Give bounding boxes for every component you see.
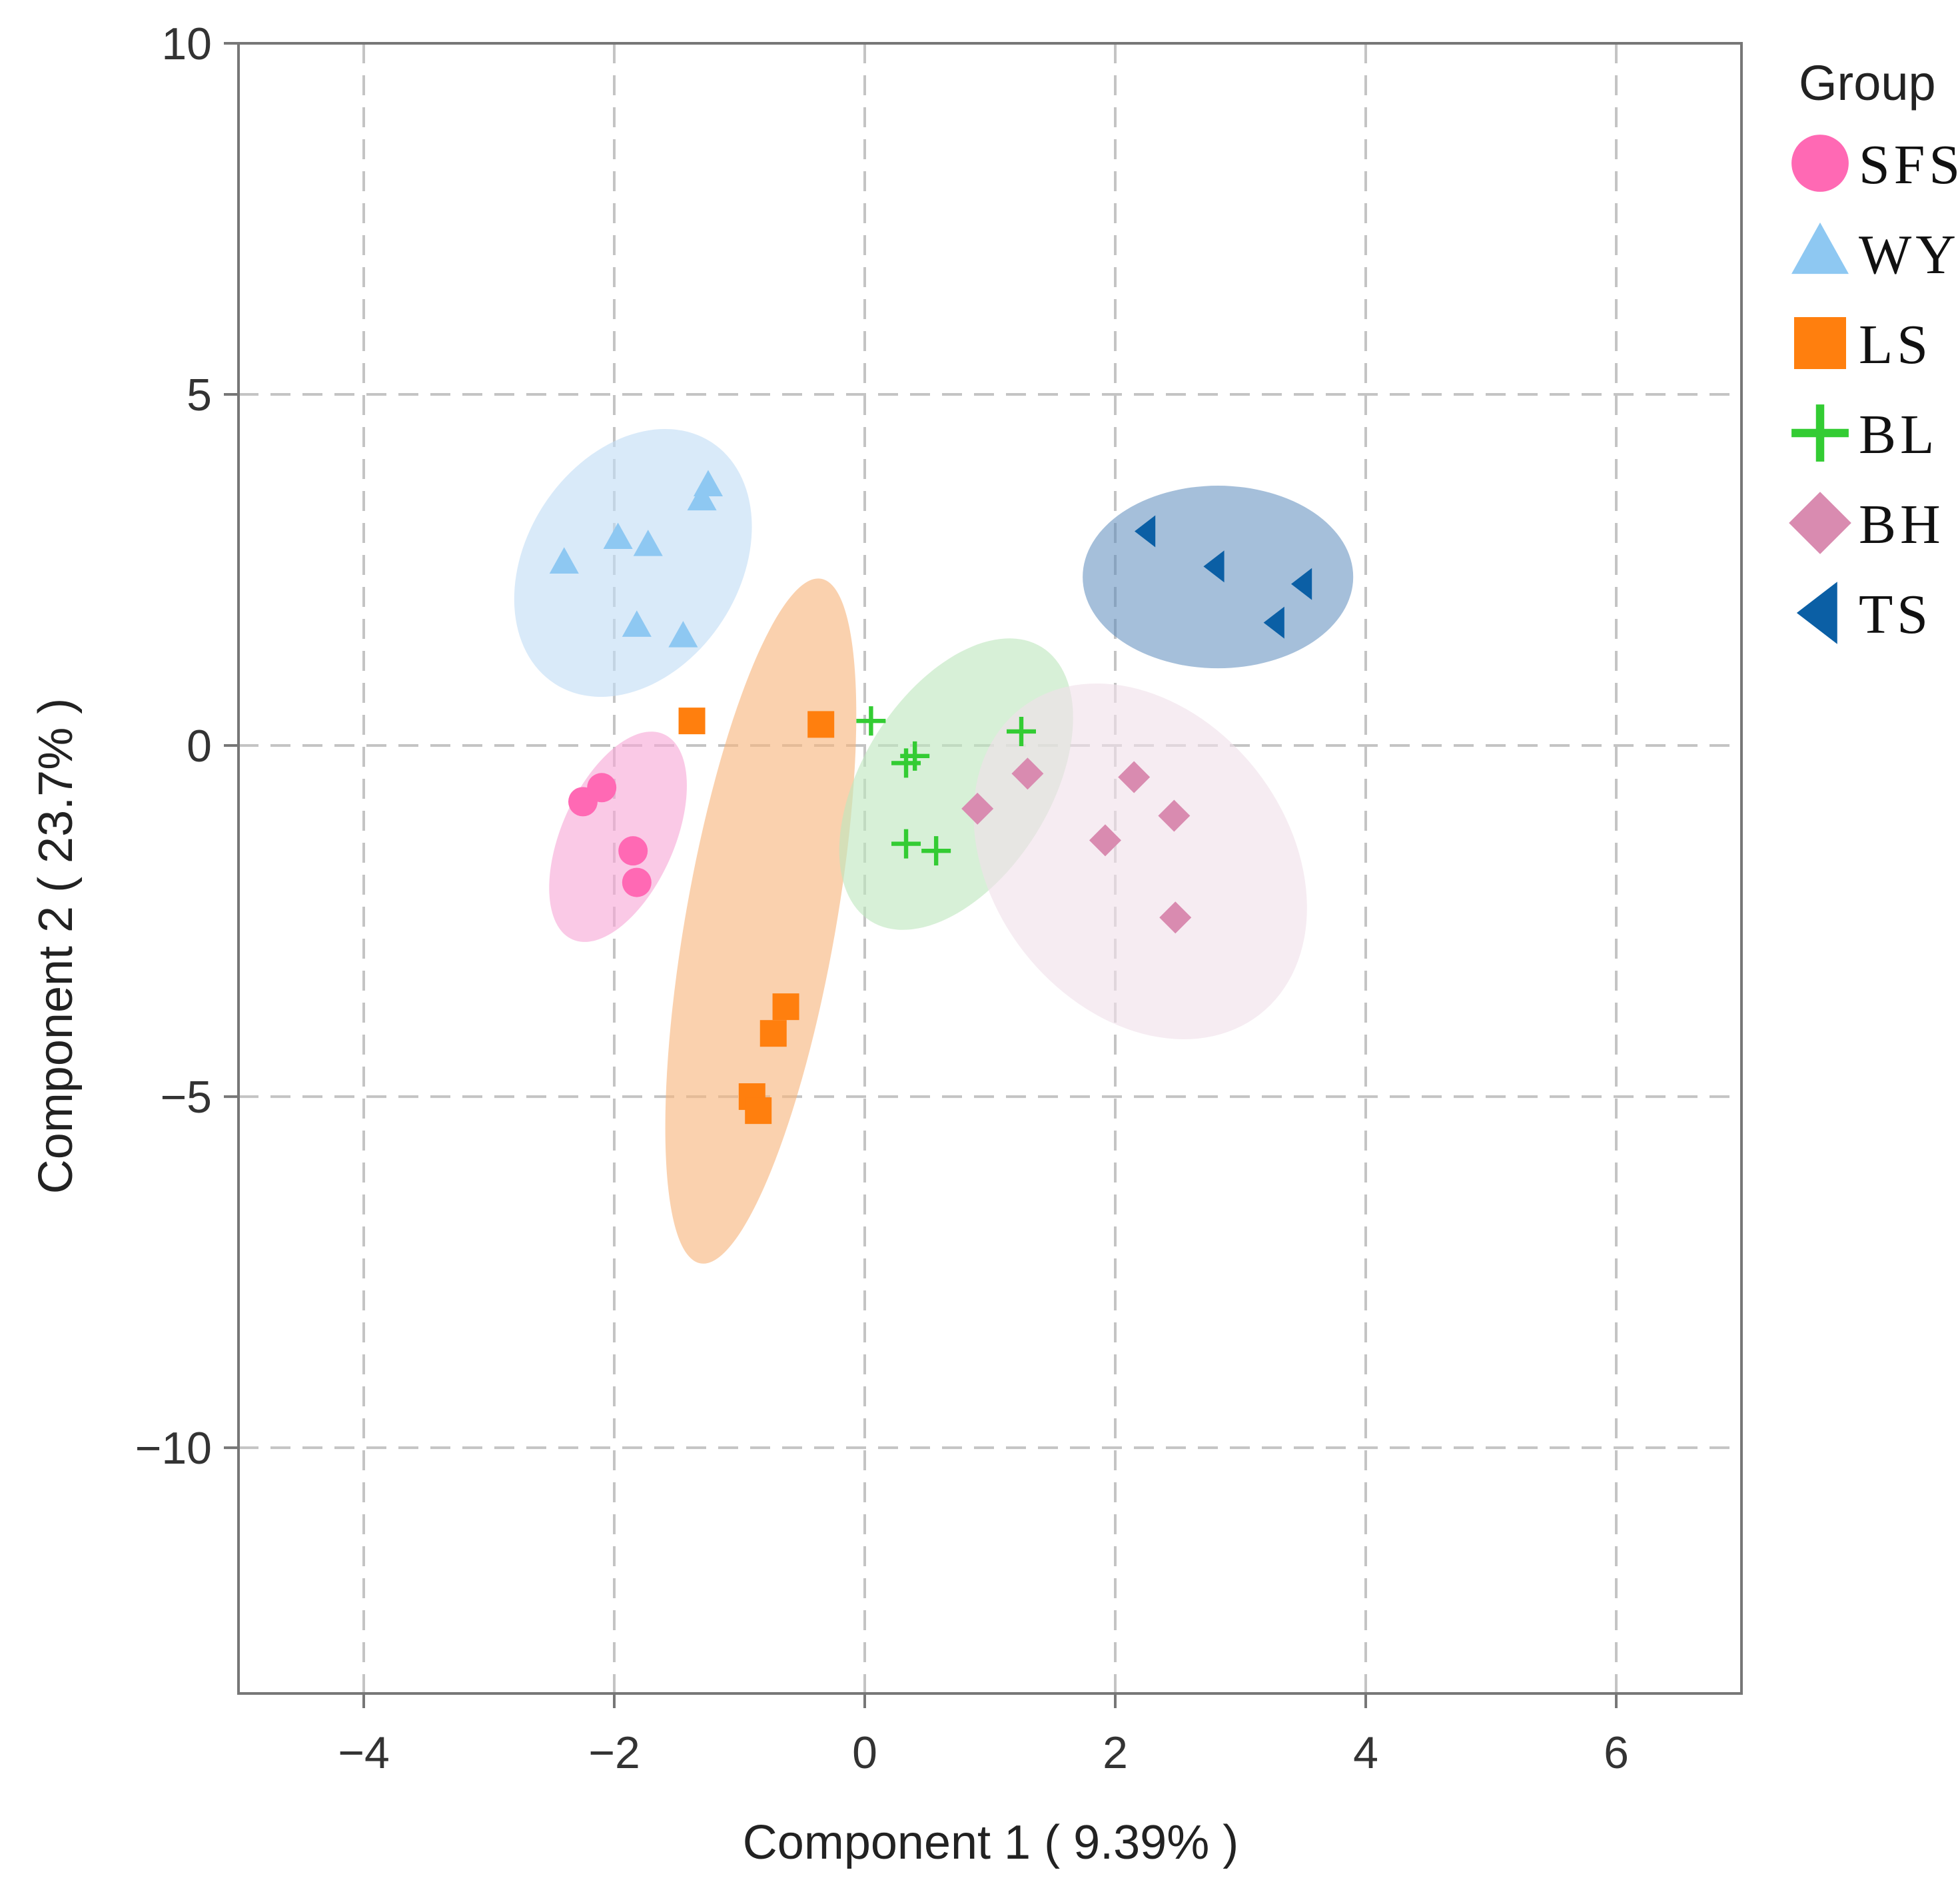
data-points bbox=[549, 470, 1312, 1125]
x-axis-title: Component 1 ( 9.39% ) bbox=[743, 1816, 1238, 1869]
y-tick-label: 10 bbox=[161, 19, 212, 69]
point-ts bbox=[1135, 515, 1156, 548]
legend-marker-sfs bbox=[1791, 135, 1849, 192]
point-wy bbox=[549, 547, 579, 574]
y-tick-label: 5 bbox=[187, 370, 212, 420]
legend-marker-bh bbox=[1789, 492, 1851, 554]
x-tick-label: 0 bbox=[852, 1727, 877, 1778]
point-wy bbox=[693, 470, 724, 497]
legend-label-sfs: SFS bbox=[1859, 134, 1960, 196]
point-ls bbox=[678, 708, 706, 735]
legend-marker-ls bbox=[1794, 317, 1846, 369]
point-bl bbox=[921, 836, 951, 866]
y-tick-label: −5 bbox=[160, 1072, 212, 1123]
legend-marker-wy bbox=[1791, 223, 1849, 274]
x-tick-label: 2 bbox=[1103, 1727, 1128, 1778]
point-wy bbox=[633, 530, 663, 556]
legend-label-ls: LS bbox=[1859, 314, 1932, 376]
y-axis-title: Component 2 ( 23.7% ) bbox=[29, 698, 83, 1194]
point-bl bbox=[856, 706, 886, 736]
series-sfs bbox=[568, 773, 652, 897]
point-ts bbox=[1263, 606, 1284, 639]
series-bl bbox=[856, 706, 1036, 866]
point-bh bbox=[1011, 757, 1044, 790]
ellipse-bh bbox=[973, 683, 1307, 1039]
confidence-ellipses bbox=[514, 428, 1354, 1264]
legend-title: Group bbox=[1799, 55, 1936, 111]
point-sfs bbox=[622, 867, 652, 897]
series-wy bbox=[549, 470, 724, 648]
point-bl bbox=[891, 829, 921, 859]
y-tick-label: 0 bbox=[187, 721, 212, 771]
legend-label-ts: TS bbox=[1859, 584, 1932, 646]
point-bh bbox=[1158, 799, 1191, 832]
ellipse-ls bbox=[665, 578, 857, 1264]
series-bh bbox=[961, 757, 1192, 934]
point-bh bbox=[961, 792, 994, 825]
ellipse-sfs bbox=[549, 731, 687, 942]
ellipse-wy bbox=[514, 428, 752, 698]
point-ts bbox=[1291, 568, 1312, 600]
point-wy bbox=[668, 621, 698, 648]
point-wy bbox=[622, 610, 652, 637]
x-tick-label: −2 bbox=[588, 1727, 640, 1778]
point-ls bbox=[745, 1097, 772, 1125]
point-ls bbox=[759, 1020, 787, 1047]
legend-label-wy: WY bbox=[1859, 224, 1960, 286]
point-sfs bbox=[618, 836, 648, 866]
legend-marker-bl bbox=[1791, 404, 1849, 462]
legend: Group SFS WY LS BL BH TS bbox=[1789, 55, 1960, 646]
point-ls bbox=[772, 993, 799, 1021]
point-bl bbox=[900, 741, 930, 771]
x-tick-label: 4 bbox=[1353, 1727, 1378, 1778]
x-tick-label: −4 bbox=[338, 1727, 390, 1778]
plot-frame bbox=[237, 42, 1743, 1695]
point-bh bbox=[1159, 901, 1192, 934]
point-wy bbox=[603, 522, 633, 550]
point-bh bbox=[1118, 761, 1151, 793]
point-bl bbox=[1007, 716, 1036, 746]
axis-ticks: −4 −2 0 2 4 6 10 5 0 −5 −10 bbox=[135, 19, 1629, 1778]
point-ts bbox=[1203, 550, 1225, 583]
legend-label-bh: BH bbox=[1859, 494, 1945, 556]
legend-label-bl: BL bbox=[1859, 404, 1938, 466]
point-bh bbox=[1089, 824, 1121, 857]
point-ls bbox=[807, 711, 835, 738]
series-ls bbox=[678, 708, 835, 1125]
y-tick-label: −10 bbox=[135, 1423, 212, 1474]
series-ts bbox=[1135, 515, 1312, 639]
x-tick-label: 6 bbox=[1604, 1727, 1629, 1778]
legend-marker-ts bbox=[1796, 582, 1837, 644]
point-wy bbox=[687, 484, 717, 511]
point-sfs bbox=[587, 773, 617, 803]
